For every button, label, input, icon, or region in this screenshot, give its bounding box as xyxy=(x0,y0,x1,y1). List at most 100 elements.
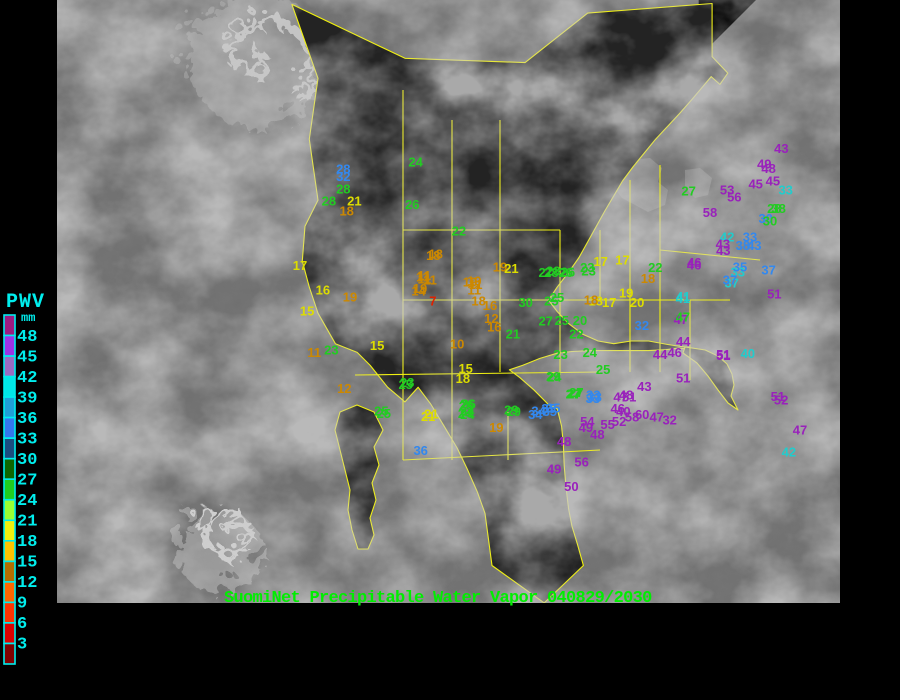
svg-text:26: 26 xyxy=(405,197,419,212)
svg-text:17: 17 xyxy=(593,254,607,269)
svg-text:45: 45 xyxy=(748,177,762,192)
svg-text:48: 48 xyxy=(557,434,571,449)
svg-text:46: 46 xyxy=(667,345,681,360)
svg-text:21: 21 xyxy=(504,261,518,276)
svg-text:18: 18 xyxy=(428,247,442,262)
svg-text:17: 17 xyxy=(293,258,307,273)
svg-text:12: 12 xyxy=(17,574,37,593)
svg-text:47: 47 xyxy=(676,309,690,324)
svg-text:22: 22 xyxy=(569,327,583,342)
svg-text:7: 7 xyxy=(429,294,436,309)
svg-text:9: 9 xyxy=(17,595,27,614)
svg-text:18: 18 xyxy=(641,271,655,286)
svg-text:28: 28 xyxy=(322,194,336,209)
svg-text:15: 15 xyxy=(370,338,384,353)
svg-text:27: 27 xyxy=(681,184,695,199)
svg-text:12: 12 xyxy=(337,381,351,396)
svg-text:51: 51 xyxy=(716,348,730,363)
svg-text:21: 21 xyxy=(506,327,520,342)
svg-text:23: 23 xyxy=(553,347,567,362)
svg-text:35: 35 xyxy=(543,404,557,419)
svg-text:49: 49 xyxy=(547,462,561,477)
svg-text:18: 18 xyxy=(339,204,353,219)
svg-text:23: 23 xyxy=(580,260,594,275)
svg-text:30: 30 xyxy=(763,214,777,229)
svg-text:6: 6 xyxy=(17,615,27,634)
svg-text:29: 29 xyxy=(546,369,560,384)
svg-text:48: 48 xyxy=(17,328,37,347)
svg-text:51: 51 xyxy=(622,389,636,404)
svg-text:16: 16 xyxy=(316,282,330,297)
svg-text:37: 37 xyxy=(761,262,775,277)
svg-text:25: 25 xyxy=(596,362,610,377)
svg-text:32: 32 xyxy=(635,318,649,333)
svg-text:46: 46 xyxy=(687,255,701,270)
svg-text:24: 24 xyxy=(583,345,598,360)
svg-text:39: 39 xyxy=(17,390,37,409)
svg-text:43: 43 xyxy=(716,237,730,252)
svg-text:45: 45 xyxy=(17,349,37,368)
svg-text:36: 36 xyxy=(413,443,427,458)
svg-text:mm: mm xyxy=(21,311,35,325)
svg-text:11: 11 xyxy=(307,345,321,360)
svg-text:43: 43 xyxy=(637,379,651,394)
svg-text:37: 37 xyxy=(723,272,737,287)
svg-text:26: 26 xyxy=(561,265,575,280)
svg-text:25: 25 xyxy=(377,406,391,421)
svg-text:21: 21 xyxy=(421,409,435,424)
svg-text:14: 14 xyxy=(411,284,426,299)
svg-text:42: 42 xyxy=(17,369,37,388)
svg-text:18: 18 xyxy=(17,533,37,552)
svg-text:17: 17 xyxy=(615,253,629,268)
svg-text:33: 33 xyxy=(778,182,792,197)
svg-text:16: 16 xyxy=(487,319,501,334)
svg-text:27: 27 xyxy=(17,472,37,491)
svg-text:18: 18 xyxy=(456,371,470,386)
svg-text:29: 29 xyxy=(506,404,520,419)
svg-text:23: 23 xyxy=(400,375,414,390)
svg-text:25: 25 xyxy=(550,290,564,305)
svg-text:44: 44 xyxy=(653,347,668,362)
svg-text:10: 10 xyxy=(450,337,464,352)
svg-text:33: 33 xyxy=(587,389,601,404)
svg-text:27: 27 xyxy=(566,387,580,402)
svg-text:28: 28 xyxy=(546,264,560,279)
svg-text:60: 60 xyxy=(635,407,649,422)
svg-text:30: 30 xyxy=(518,295,532,310)
svg-text:34: 34 xyxy=(528,407,543,422)
svg-text:17: 17 xyxy=(602,295,616,310)
svg-text:23: 23 xyxy=(324,342,338,357)
svg-text:19: 19 xyxy=(489,420,503,435)
svg-text:21: 21 xyxy=(17,513,37,532)
svg-text:32: 32 xyxy=(662,413,676,428)
svg-text:43: 43 xyxy=(774,141,788,156)
svg-text:27: 27 xyxy=(538,314,552,329)
svg-text:18: 18 xyxy=(584,293,598,308)
svg-text:50: 50 xyxy=(564,479,578,494)
svg-text:56: 56 xyxy=(727,189,741,204)
svg-text:43: 43 xyxy=(747,238,761,253)
svg-text:51: 51 xyxy=(676,370,690,385)
svg-text:42: 42 xyxy=(782,445,796,460)
svg-text:47: 47 xyxy=(793,422,807,437)
svg-text:48: 48 xyxy=(590,427,604,442)
svg-text:24: 24 xyxy=(458,406,473,421)
svg-text:51: 51 xyxy=(767,287,781,302)
svg-text:22: 22 xyxy=(452,224,466,239)
svg-text:52: 52 xyxy=(774,392,788,407)
svg-text:3: 3 xyxy=(17,636,27,655)
svg-text:33: 33 xyxy=(17,431,37,450)
svg-text:15: 15 xyxy=(17,554,37,573)
svg-text:58: 58 xyxy=(703,205,717,220)
svg-text:24: 24 xyxy=(17,492,37,511)
svg-text:SuomiNet Precipitable Water Va: SuomiNet Precipitable Water Vapor 040829… xyxy=(224,589,652,608)
svg-text:20: 20 xyxy=(630,295,644,310)
svg-text:56: 56 xyxy=(574,454,588,469)
svg-text:40: 40 xyxy=(741,346,755,361)
svg-text:25: 25 xyxy=(555,313,569,328)
svg-text:19: 19 xyxy=(343,289,357,304)
svg-text:15: 15 xyxy=(300,304,314,319)
svg-text:36: 36 xyxy=(17,410,37,429)
svg-text:41: 41 xyxy=(676,291,690,306)
svg-text:30: 30 xyxy=(17,451,37,470)
